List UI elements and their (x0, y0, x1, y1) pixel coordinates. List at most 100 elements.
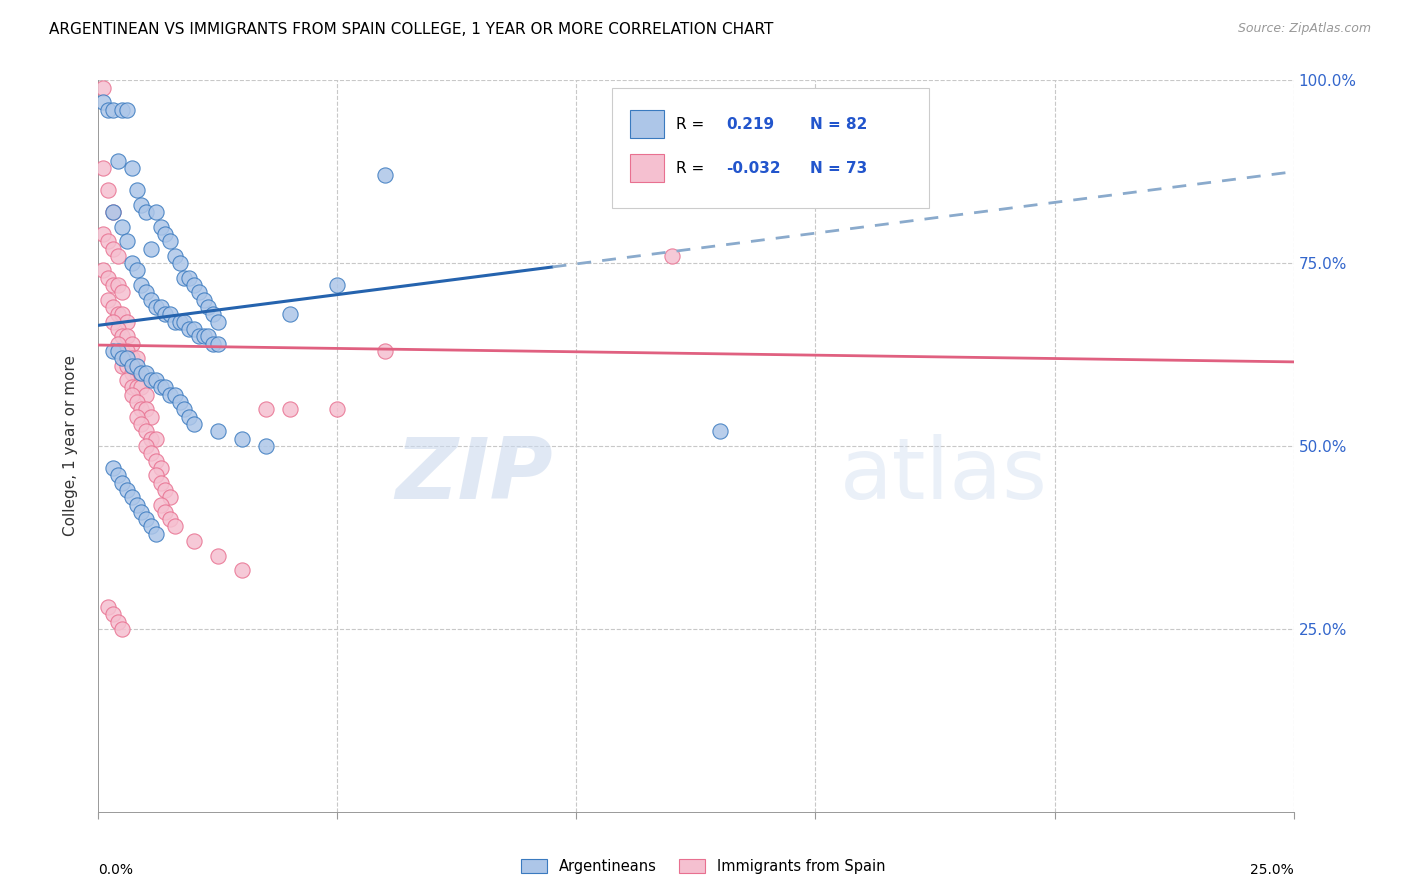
Bar (630, 154, 664, 182)
Point (97, 183, 120, 197)
Point (149, 461, 172, 475)
Point (107, 468, 129, 483)
Point (163, 519, 186, 533)
Point (254, 402, 277, 417)
Point (159, 234, 181, 248)
Point (115, 329, 138, 343)
Point (101, 343, 124, 358)
Point (121, 351, 143, 366)
Point (169, 395, 191, 409)
Text: ZIP: ZIP (395, 434, 553, 516)
Text: R =: R = (676, 117, 704, 132)
Point (121, 161, 143, 175)
Point (207, 336, 229, 351)
Text: 0.219: 0.219 (725, 117, 773, 132)
Point (169, 315, 191, 329)
FancyBboxPatch shape (613, 87, 929, 209)
Point (131, 505, 153, 519)
Point (193, 293, 215, 307)
Point (131, 278, 153, 293)
Point (163, 315, 186, 329)
Point (145, 453, 167, 467)
Point (101, 300, 124, 314)
Point (131, 402, 153, 417)
Point (159, 388, 181, 402)
Y-axis label: College, 1 year or more: College, 1 year or more (63, 356, 77, 536)
Point (374, 169, 396, 183)
Point (135, 388, 157, 402)
Point (187, 285, 209, 300)
Point (173, 270, 195, 285)
Point (139, 432, 162, 446)
Point (159, 490, 181, 504)
Point (125, 366, 148, 380)
Text: Source: ZipAtlas.com: Source: ZipAtlas.com (1237, 22, 1371, 36)
Point (111, 329, 134, 343)
Point (91, 263, 114, 277)
Text: R =: R = (676, 161, 704, 176)
Point (97, 599, 120, 614)
Point (101, 461, 124, 475)
Point (193, 329, 215, 343)
Point (661, 249, 683, 263)
Point (231, 432, 253, 446)
Point (145, 468, 167, 483)
Point (179, 270, 201, 285)
Point (139, 293, 162, 307)
Point (326, 278, 349, 293)
Point (101, 103, 124, 117)
Point (91, 161, 114, 175)
Text: N = 73: N = 73 (810, 161, 866, 176)
Bar (630, 111, 664, 138)
Point (115, 359, 138, 373)
Point (121, 359, 143, 373)
Point (163, 388, 186, 402)
Point (111, 219, 134, 234)
Point (121, 336, 143, 351)
Point (202, 336, 225, 351)
Point (155, 380, 177, 394)
Point (115, 343, 138, 358)
Point (125, 409, 148, 424)
Point (107, 343, 129, 358)
Point (149, 475, 172, 490)
Point (125, 263, 148, 277)
Text: 25.0%: 25.0% (1250, 863, 1294, 877)
Point (101, 315, 124, 329)
Point (125, 183, 148, 197)
Point (709, 425, 731, 439)
Point (91, 80, 114, 95)
Point (121, 256, 143, 270)
Point (91, 95, 114, 110)
Point (145, 432, 167, 446)
Point (155, 227, 177, 241)
Point (111, 622, 134, 636)
Point (207, 549, 229, 563)
Point (254, 439, 277, 453)
Point (111, 103, 134, 117)
Point (135, 402, 157, 417)
Point (183, 278, 205, 293)
Point (207, 425, 229, 439)
Point (155, 505, 177, 519)
Point (101, 205, 124, 219)
Point (121, 388, 143, 402)
Point (135, 439, 157, 453)
Point (202, 307, 225, 321)
Point (111, 285, 134, 300)
Point (159, 307, 181, 321)
Point (125, 395, 148, 409)
Point (139, 409, 162, 424)
Point (169, 256, 191, 270)
Point (125, 351, 148, 366)
Point (97, 270, 120, 285)
Point (197, 300, 219, 314)
Point (107, 278, 129, 293)
Point (107, 615, 129, 629)
Point (149, 380, 172, 394)
Point (374, 343, 396, 358)
Point (107, 336, 129, 351)
Point (107, 307, 129, 321)
Point (804, 161, 827, 175)
Point (115, 103, 138, 117)
